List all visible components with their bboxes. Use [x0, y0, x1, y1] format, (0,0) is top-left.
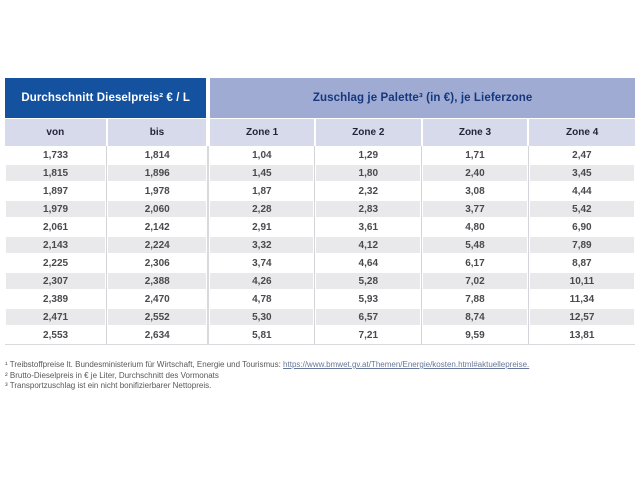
table-row: 1,979 2,060 2,28 2,83 3,77 5,42	[5, 200, 635, 218]
table-cell: 2,224	[106, 236, 209, 254]
table-cell: 1,897	[5, 182, 107, 200]
table-cell: 1,733	[5, 146, 107, 164]
price-table-body: 1,733 1,814 1,04 1,29 1,71 2,47 1,815 1,896 1,45…	[5, 146, 635, 345]
column-header-row: von bis Zone 1 Zone 2 Zone 3 Zone 4	[5, 118, 635, 146]
table-cell: 6,17	[421, 254, 529, 272]
table-cell: 2,306	[106, 254, 209, 272]
footnote-2: ² Brutto-Dieselpreis in € je Liter, Durc…	[5, 370, 219, 380]
table-row: 1,897 1,978 1,87 2,32 3,08 4,44	[5, 182, 635, 200]
diesel-price-header: Durchschnitt Dieselpreis² € / L	[5, 78, 209, 119]
column-header-zone2: Zone 2	[313, 118, 422, 146]
table-cell: 2,389	[5, 290, 107, 308]
table-cell: 3,61	[314, 218, 422, 236]
table-cell: 2,470	[106, 290, 209, 308]
table-cell: 2,388	[106, 272, 209, 290]
table-cell: 2,061	[5, 218, 107, 236]
table-cell: 8,87	[527, 254, 635, 272]
table-row: 2,553 2,634 5,81 7,21 9,59 13,81	[5, 326, 635, 345]
column-header-zone4: Zone 4	[527, 118, 635, 146]
table-cell: 7,02	[421, 272, 529, 290]
price-table: Durchschnitt Dieselpreis² € / L Zuschlag…	[5, 78, 635, 345]
table-cell: 4,26	[207, 272, 315, 290]
table-cell: 5,30	[207, 308, 315, 326]
table-cell: 11,34	[527, 290, 635, 308]
table-cell: 12,57	[527, 308, 635, 326]
table-cell: 6,57	[314, 308, 422, 326]
table-cell: 2,47	[527, 146, 635, 164]
table-cell: 1,87	[207, 182, 315, 200]
table-cell: 5,42	[527, 200, 635, 218]
table-cell: 2,142	[106, 218, 209, 236]
table-cell: 2,060	[106, 200, 209, 218]
table-cell: 1,45	[207, 164, 315, 182]
table-cell: 3,77	[421, 200, 529, 218]
table-row: 1,733 1,814 1,04 1,29 1,71 2,47	[5, 146, 635, 164]
table-cell: 7,88	[421, 290, 529, 308]
table-row: 1,815 1,896 1,45 1,80 2,40 3,45	[5, 164, 635, 182]
table-cell: 4,78	[207, 290, 315, 308]
main-header-row: Durchschnitt Dieselpreis² € / L Zuschlag…	[5, 78, 635, 119]
table-cell: 1,814	[106, 146, 209, 164]
table-cell: 2,28	[207, 200, 315, 218]
table-cell: 6,90	[527, 218, 635, 236]
table-cell: 1,979	[5, 200, 107, 218]
table-row: 2,061 2,142 2,91 3,61 4,80 6,90	[5, 218, 635, 236]
table-cell: 1,815	[5, 164, 107, 182]
table-cell: 2,143	[5, 236, 107, 254]
table-row: 2,225 2,306 3,74 4,64 6,17 8,87	[5, 254, 635, 272]
table-cell: 2,91	[207, 218, 315, 236]
table-cell: 9,59	[421, 326, 529, 345]
footnote-3: ³ Transportzuschlag ist ein nicht bonifi…	[5, 381, 212, 390]
table-cell: 4,44	[527, 182, 635, 200]
footnote-1-text: Treibstoffpreise lt. Bundesministerium f…	[9, 360, 284, 369]
table-cell: 1,80	[314, 164, 422, 182]
table-cell: 1,896	[106, 164, 209, 182]
table-cell: 8,74	[421, 308, 529, 326]
table-header: Durchschnitt Dieselpreis² € / L Zuschlag…	[5, 78, 635, 146]
table-cell: 4,80	[421, 218, 529, 236]
pallet-surcharge-header: Zuschlag je Palette³ (in €), je Lieferzo…	[206, 78, 635, 119]
table-row: 2,471 2,552 5,30 6,57 8,74 12,57	[5, 308, 635, 326]
table-cell: 2,552	[106, 308, 209, 326]
table-cell: 2,634	[106, 326, 209, 345]
table-cell: 1,04	[207, 146, 315, 164]
table-cell: 3,08	[421, 182, 529, 200]
table-cell: 2,83	[314, 200, 422, 218]
table-cell: 7,89	[527, 236, 635, 254]
table-row: 2,389 2,470 4,78 5,93 7,88 11,34	[5, 290, 635, 308]
table-cell: 1,29	[314, 146, 422, 164]
table-cell: 3,32	[207, 236, 315, 254]
table-cell: 5,28	[314, 272, 422, 290]
table-cell: 5,48	[421, 236, 529, 254]
table-cell: 5,81	[207, 326, 315, 345]
table-cell: 1,978	[106, 182, 209, 200]
column-header-zone3: Zone 3	[420, 118, 529, 146]
table-cell: 2,471	[5, 308, 107, 326]
table-cell: 2,32	[314, 182, 422, 200]
footnote-1-marker: ¹	[5, 360, 10, 369]
table-cell: 4,12	[314, 236, 422, 254]
diesel-surcharge-table-wrap: Durchschnitt Dieselpreis² € / L Zuschlag…	[5, 78, 635, 345]
table-cell: 3,74	[207, 254, 315, 272]
footnotes: ¹ Treibstoffpreise lt. Bundesministerium…	[5, 360, 635, 392]
table-cell: 10,11	[527, 272, 635, 290]
table-cell: 2,307	[5, 272, 107, 290]
footnote-1: ¹ Treibstoffpreise lt. Bundesministerium…	[5, 360, 635, 371]
table-cell: 1,71	[421, 146, 529, 164]
table-cell: 7,21	[314, 326, 422, 345]
bmwet-link[interactable]: https://www.bmwet.gv.at/Themen/Energie/k…	[283, 360, 530, 369]
column-header-bis: bis	[105, 118, 209, 146]
column-header-zone1: Zone 1	[206, 118, 315, 146]
table-row: 2,143 2,224 3,32 4,12 5,48 7,89	[5, 236, 635, 254]
table-row: 2,307 2,388 4,26 5,28 7,02 10,11	[5, 272, 635, 290]
table-cell: 5,93	[314, 290, 422, 308]
column-header-von: von	[5, 118, 107, 146]
table-cell: 2,225	[5, 254, 107, 272]
table-cell: 2,40	[421, 164, 529, 182]
table-cell: 13,81	[527, 326, 635, 345]
table-cell: 3,45	[527, 164, 635, 182]
table-cell: 4,64	[314, 254, 422, 272]
table-cell: 2,553	[5, 326, 107, 345]
